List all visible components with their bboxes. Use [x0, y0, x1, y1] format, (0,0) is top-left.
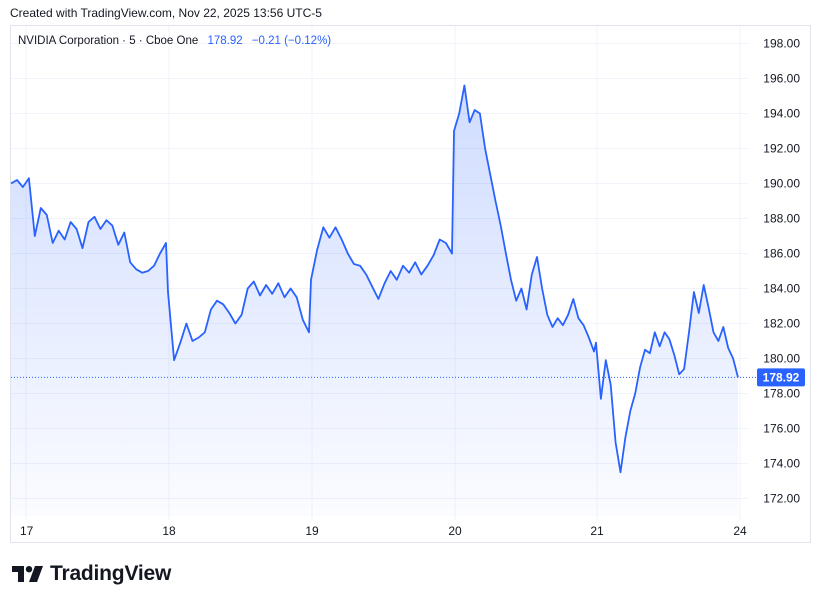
- y-tick-label: 180.00: [763, 352, 800, 366]
- chart-frame: [10, 25, 811, 543]
- price-axis[interactable]: 172.00 174.00 176.00 178.00 180.00 182.00 184.…: [763, 37, 800, 506]
- y-tick-label: 178.00: [763, 387, 800, 401]
- y-tick-label: 188.00: [763, 212, 800, 226]
- y-tick-label: 182.00: [763, 317, 800, 331]
- x-tick-label: 20: [448, 524, 462, 538]
- y-tick-label: 172.00: [763, 492, 800, 506]
- y-tick-label: 196.00: [763, 72, 800, 86]
- price-line: [10, 84, 739, 474]
- x-tick-label: 19: [305, 524, 319, 538]
- symbol-title: NVIDIA Corporation · 5 · Cboe One: [18, 35, 199, 47]
- last-value: 178.92: [207, 35, 243, 47]
- y-tick-label: 174.00: [763, 457, 800, 471]
- time-axis[interactable]: 17 18 19 20 21 24: [20, 524, 747, 538]
- tradingview-logo[interactable]: TradingView: [12, 562, 171, 586]
- y-tick-label: 198.00: [763, 37, 800, 51]
- y-tick-label: 192.00: [763, 142, 800, 156]
- y-tick-label: 194.00: [763, 107, 800, 121]
- last-price-badge: 178.92: [757, 368, 805, 387]
- tv-logo-icon: [12, 566, 43, 582]
- last-price-label: 178.92: [763, 370, 800, 384]
- y-tick-label: 190.00: [763, 177, 800, 191]
- y-tick-label: 176.00: [763, 422, 800, 436]
- price-area: [11, 85, 738, 516]
- y-tick-label: 184.00: [763, 282, 800, 296]
- created-caption: Created with TradingView.com, Nov 22, 20…: [10, 6, 322, 20]
- x-tick-label: 17: [20, 524, 34, 538]
- x-tick-label: 21: [590, 524, 604, 538]
- change-value: −0.21 (−0.12%): [251, 35, 332, 47]
- x-tick-label: 24: [733, 524, 747, 538]
- brand-name: TradingView: [50, 562, 172, 585]
- y-tick-label: 186.00: [763, 247, 800, 261]
- symbol-legend[interactable]: NVIDIA Corporation · 5 · Cboe One 178.92…: [18, 35, 331, 47]
- x-tick-label: 18: [162, 524, 176, 538]
